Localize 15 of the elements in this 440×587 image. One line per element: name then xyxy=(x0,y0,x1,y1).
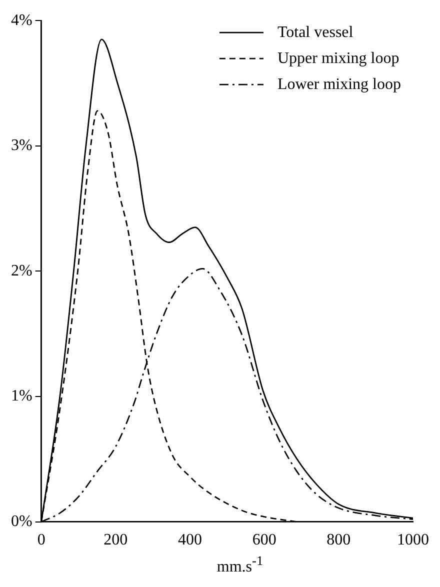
x-tick-label: 0 xyxy=(37,532,46,549)
y-tick-label: 0% xyxy=(11,513,32,530)
legend-label: Lower mixing loop xyxy=(277,76,402,93)
x-tick-label: 200 xyxy=(104,532,128,549)
y-tick-label: 1% xyxy=(11,388,32,405)
y-tick-label: 2% xyxy=(11,262,32,280)
x-tick-label: 1000 xyxy=(397,532,429,549)
x-tick-label: 600 xyxy=(252,532,276,549)
y-tick-label: 3% xyxy=(11,137,32,154)
y-tick-label: 4% xyxy=(11,12,32,29)
x-tick-label: 800 xyxy=(326,532,351,549)
legend-label: Total vessel xyxy=(277,24,354,41)
legend-label: Upper mixing loop xyxy=(277,50,400,67)
x-axis-title: mm.s$^{-1}$ xyxy=(216,553,264,576)
x-tick-label: 400 xyxy=(178,532,202,549)
